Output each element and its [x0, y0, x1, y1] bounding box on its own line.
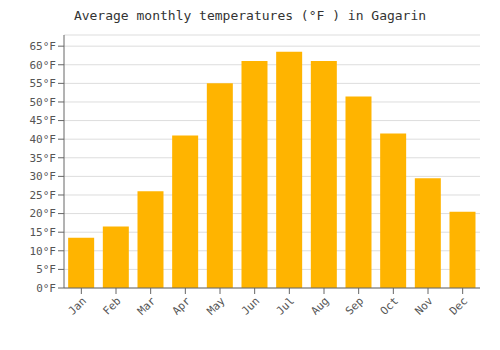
svg-text:Jun: Jun	[239, 294, 262, 317]
svg-text:Oct: Oct	[378, 294, 401, 317]
svg-text:5°F: 5°F	[36, 263, 56, 276]
svg-text:Nov: Nov	[412, 294, 436, 318]
svg-text:0°F: 0°F	[36, 282, 56, 295]
svg-text:30°F: 30°F	[30, 170, 57, 183]
svg-text:Jan: Jan	[66, 294, 89, 317]
svg-text:65°F: 65°F	[30, 40, 57, 53]
svg-text:35°F: 35°F	[30, 152, 57, 165]
svg-text:45°F: 45°F	[30, 114, 57, 127]
svg-text:May: May	[204, 294, 228, 318]
svg-text:Jul: Jul	[274, 294, 297, 317]
svg-text:50°F: 50°F	[30, 96, 57, 109]
svg-text:Dec: Dec	[447, 294, 470, 317]
svg-text:25°F: 25°F	[30, 189, 57, 202]
html-text:Average monthly temperatures (: Average monthly temperatures (°F ) in Ga…	[73, 8, 427, 23]
svg-text:60°F: 60°F	[30, 59, 57, 72]
svg-text:15°F: 15°F	[30, 226, 57, 239]
svg-text:55°F: 55°F	[30, 77, 57, 90]
svg-text:Feb: Feb	[100, 294, 123, 317]
svg-text:Apr: Apr	[170, 294, 194, 318]
svg-text:Mar: Mar	[135, 294, 159, 318]
svg-text:40°F: 40°F	[30, 133, 57, 146]
svg-text:Aug: Aug	[308, 294, 331, 317]
svg-text:20°F: 20°F	[30, 207, 57, 220]
svg-text:Sep: Sep	[343, 294, 366, 317]
svg-text:10°F: 10°F	[30, 245, 57, 258]
